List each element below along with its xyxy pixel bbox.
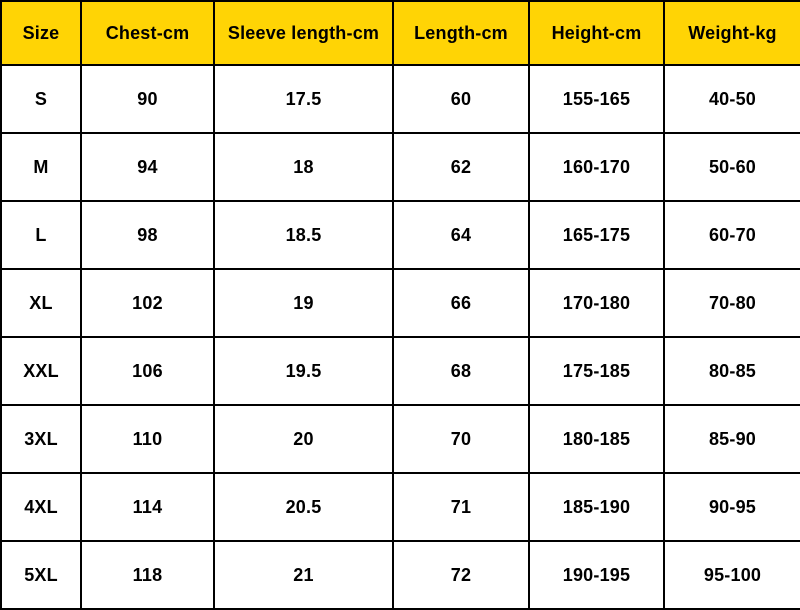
value-cell: 185-190 [528, 472, 665, 542]
table-row-4xl: 4XL 114 20.5 71 185-190 90-95 [0, 472, 800, 542]
value-cell: 66 [392, 268, 530, 338]
size-label-cell: XL [0, 268, 82, 338]
value-cell: 110 [80, 404, 215, 474]
table-row-s: S 90 17.5 60 155-165 40-50 [0, 64, 800, 134]
value-cell: 95-100 [663, 540, 800, 610]
value-cell: 40-50 [663, 64, 800, 134]
column-header-weight-kg: Weight-kg [663, 0, 800, 66]
table-row-3xl: 3XL 110 20 70 180-185 85-90 [0, 404, 800, 474]
table-row-m: M 94 18 62 160-170 50-60 [0, 132, 800, 202]
table-row-xxl: XXL 106 19.5 68 175-185 80-85 [0, 336, 800, 406]
table-header: Size Chest-cm Sleeve length-cm Length-cm Hei… [0, 0, 800, 66]
value-cell: 70 [392, 404, 530, 474]
value-cell: 62 [392, 132, 530, 202]
value-cell: 85-90 [663, 404, 800, 474]
size-label-cell: XXL [0, 336, 82, 406]
column-header-chest-cm: Chest-cm [80, 0, 215, 66]
value-cell: 19.5 [213, 336, 394, 406]
value-cell: 64 [392, 200, 530, 270]
value-cell: 20 [213, 404, 394, 474]
size-label-cell: M [0, 132, 82, 202]
value-cell: 102 [80, 268, 215, 338]
column-header-length-cm: Length-cm [392, 0, 530, 66]
value-cell: 98 [80, 200, 215, 270]
size-label-cell: L [0, 200, 82, 270]
value-cell: 175-185 [528, 336, 665, 406]
size-label-cell: S [0, 64, 82, 134]
value-cell: 60 [392, 64, 530, 134]
value-cell: 18 [213, 132, 394, 202]
value-cell: 165-175 [528, 200, 665, 270]
value-cell: 114 [80, 472, 215, 542]
value-cell: 180-185 [528, 404, 665, 474]
value-cell: 19 [213, 268, 394, 338]
value-cell: 118 [80, 540, 215, 610]
value-cell: 60-70 [663, 200, 800, 270]
value-cell: 170-180 [528, 268, 665, 338]
value-cell: 190-195 [528, 540, 665, 610]
size-label-cell: 3XL [0, 404, 82, 474]
value-cell: 70-80 [663, 268, 800, 338]
value-cell: 72 [392, 540, 530, 610]
value-cell: 90 [80, 64, 215, 134]
value-cell: 106 [80, 336, 215, 406]
table-row-l: L 98 18.5 64 165-175 60-70 [0, 200, 800, 270]
column-header-sleeve-length-cm: Sleeve length-cm [213, 0, 394, 66]
value-cell: 68 [392, 336, 530, 406]
column-header-size: Size [0, 0, 82, 66]
table-row-xl: XL 102 19 66 170-180 70-80 [0, 268, 800, 338]
value-cell: 20.5 [213, 472, 394, 542]
value-cell: 90-95 [663, 472, 800, 542]
value-cell: 17.5 [213, 64, 394, 134]
value-cell: 155-165 [528, 64, 665, 134]
value-cell: 18.5 [213, 200, 394, 270]
size-label-cell: 5XL [0, 540, 82, 610]
table-row-5xl: 5XL 118 21 72 190-195 95-100 [0, 540, 800, 610]
value-cell: 21 [213, 540, 394, 610]
column-header-height-cm: Height-cm [528, 0, 665, 66]
value-cell: 71 [392, 472, 530, 542]
value-cell: 94 [80, 132, 215, 202]
table-body: S 90 17.5 60 155-165 40-50 M 94 18 62 160-170 50-60… [0, 64, 800, 610]
value-cell: 50-60 [663, 132, 800, 202]
header-row: Size Chest-cm Sleeve length-cm Length-cm Hei… [0, 0, 800, 66]
value-cell: 80-85 [663, 336, 800, 406]
size-label-cell: 4XL [0, 472, 82, 542]
value-cell: 160-170 [528, 132, 665, 202]
